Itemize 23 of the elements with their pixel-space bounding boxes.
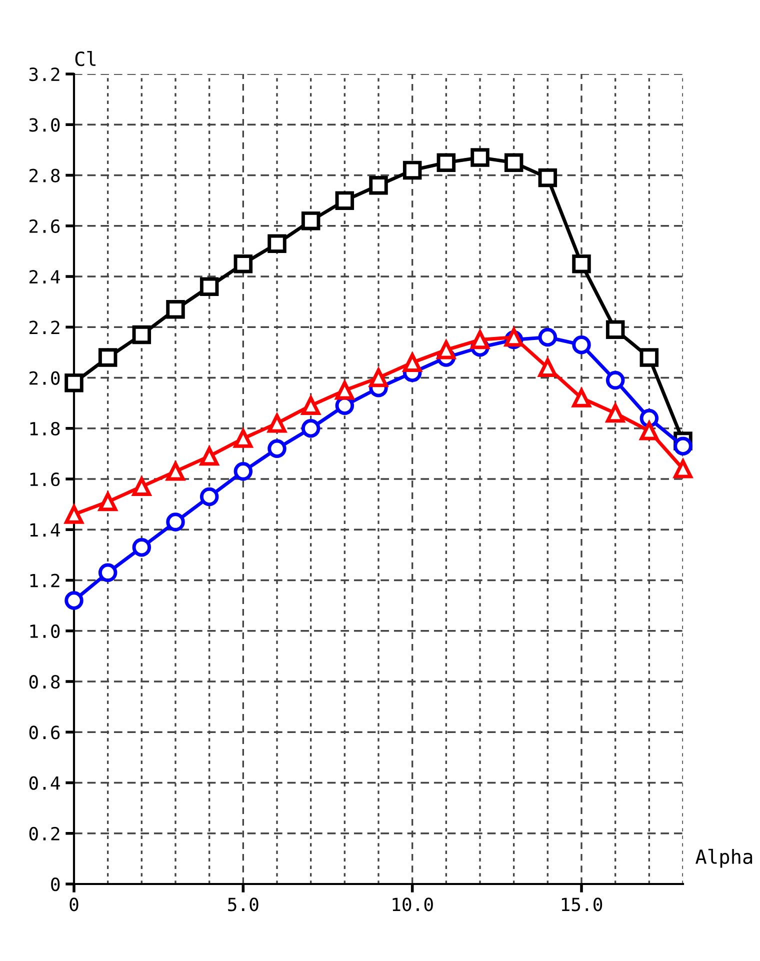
y-tick-label: 2.4 [30,270,60,284]
x-tick-label: 0 [70,898,78,912]
x-axis-title: Alpha [696,848,752,868]
y-tick-label: 0.6 [29,726,60,740]
y-tick-label: 0 [51,878,60,892]
y-tick-label: 1.0 [30,624,60,638]
y-tick-label: 1.8 [30,422,60,436]
y-tick-label: 0.2 [29,826,60,841]
y-tick-label: 3.0 [29,118,60,132]
y-tick-label: 1.2 [30,574,60,588]
x-tick-label: 10.0 [392,898,433,912]
y-tick-label: 2.6 [30,219,60,234]
y-tick-label: 2.8 [30,168,60,182]
y-tick-label: 3.2 [29,68,60,82]
y-tick-label: 2.2 [30,320,60,334]
y-tick-label: 0.8 [29,675,60,689]
x-tick-label: 5.0 [228,898,258,912]
y-tick-label: 1.6 [30,472,60,486]
y-axis-title: Cl [75,51,96,66]
y-tick-label: 1.4 [30,523,60,537]
y-tick-label: 0.4 [29,776,60,790]
y-tick-label: 2.0 [30,371,60,385]
x-tick-label: 15.0 [562,898,602,912]
